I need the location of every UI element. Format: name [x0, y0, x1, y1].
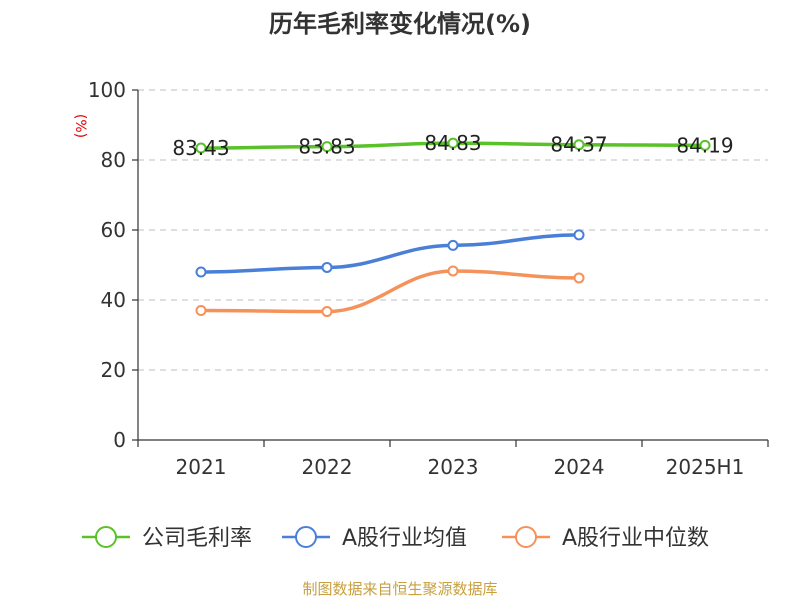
legend-label: A股行业均值 — [342, 526, 467, 551]
legend-label: 公司毛利率 — [142, 526, 252, 551]
data-point — [321, 261, 333, 273]
y-tick-label: 60 — [101, 218, 126, 242]
data-point — [195, 305, 207, 316]
legend-label: A股行业中位数 — [562, 526, 709, 551]
data-point — [447, 265, 459, 277]
axes: 0 20 40 60 80 100 2021 2022 2023 2024 2025H1 — [88, 78, 769, 479]
data-label: 83.83 — [298, 135, 355, 159]
data-label: 83.43 — [172, 136, 229, 160]
data-point — [195, 142, 207, 154]
x-tick-label: 2022 — [302, 455, 353, 479]
data-labels: 83.43 83.83 84.83 84.37 84.19 — [172, 131, 733, 160]
data-point — [321, 141, 333, 153]
x-tick-label: 2024 — [554, 455, 605, 479]
y-tick-label: 40 — [101, 288, 126, 312]
data-point — [573, 229, 585, 241]
series-line-2 — [199, 269, 581, 314]
data-point — [195, 266, 207, 278]
y-tick-label: 20 — [101, 358, 126, 382]
series-line-1 — [199, 233, 581, 274]
source-note: 制图数据来自恒生聚源数据库 — [302, 580, 497, 598]
legend-swatch-marker — [515, 526, 537, 548]
y-tick-label: 0 — [113, 428, 126, 452]
grid — [138, 89, 768, 371]
legend: 公司毛利率 A股行业均值 A股行业中位数 — [82, 526, 709, 551]
data-point — [447, 239, 459, 251]
chart-title: 历年毛利率变化情况(%) — [269, 10, 531, 38]
legend-swatch-marker — [95, 526, 117, 548]
x-tick-label: 2023 — [428, 455, 479, 479]
data-point — [573, 139, 585, 151]
x-tick-label: 2021 — [176, 455, 227, 479]
data-point — [699, 139, 711, 151]
y-axis-label: (%) — [72, 114, 88, 138]
series — [195, 137, 711, 318]
legend-swatch-marker — [295, 526, 317, 548]
data-point — [321, 306, 333, 318]
data-point — [447, 137, 459, 149]
data-label: 84.19 — [676, 133, 733, 157]
y-tick-label: 80 — [101, 148, 126, 172]
y-tick-label: 100 — [88, 78, 126, 102]
data-point — [573, 272, 585, 284]
data-label: 84.37 — [550, 133, 607, 157]
x-tick-label: 2025H1 — [666, 455, 745, 479]
data-label: 84.83 — [424, 131, 481, 155]
